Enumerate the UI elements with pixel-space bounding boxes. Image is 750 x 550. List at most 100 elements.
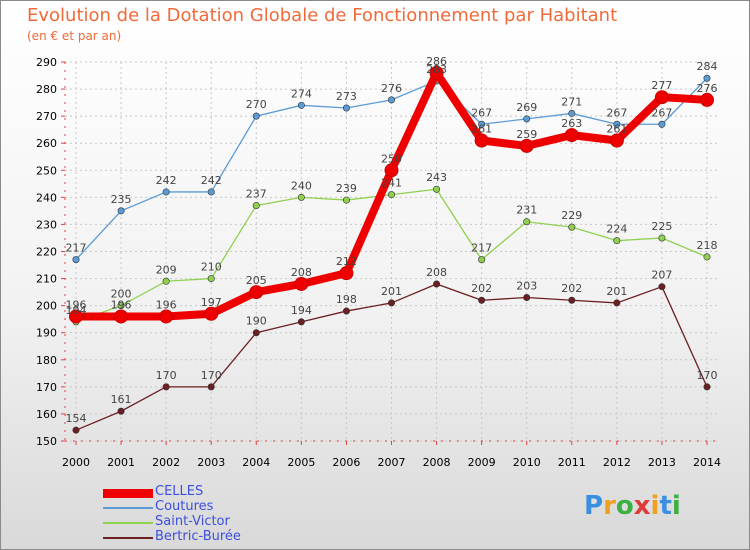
data-label: 207	[651, 269, 672, 282]
data-point	[613, 237, 621, 245]
data-point	[564, 128, 579, 143]
data-label: 269	[516, 101, 537, 114]
y-tick-label: 230	[36, 218, 57, 231]
data-label: 239	[336, 182, 357, 195]
data-label: 218	[697, 239, 718, 252]
y-tick-label: 270	[36, 110, 57, 123]
axes: 150 160 170 180 190 200 210 220 230 240 250 260 270 2…	[36, 56, 721, 469]
data-point	[568, 109, 576, 117]
data-point	[387, 299, 395, 307]
data-point	[478, 256, 486, 264]
data-point	[433, 280, 441, 288]
data-label: 277	[651, 79, 672, 92]
data-point	[252, 329, 260, 337]
y-tick-label: 250	[36, 164, 57, 177]
y-tick-label: 280	[36, 83, 57, 96]
data-label: 205	[246, 274, 267, 287]
data-point	[159, 309, 174, 324]
legend-label: Bertric-Burée	[155, 529, 241, 544]
y-tick-label: 190	[36, 327, 57, 340]
legend-swatch	[103, 522, 153, 524]
data-point	[478, 120, 486, 128]
data-label: 276	[381, 82, 402, 95]
y-tick-label: 240	[36, 191, 57, 204]
data-label: 161	[111, 393, 132, 406]
chart-subtitle: (en € et par an)	[27, 29, 122, 43]
data-label: 267	[651, 106, 672, 119]
data-label: 261	[606, 123, 627, 136]
y-tick-label: 200	[36, 300, 57, 313]
y-tick-label: 260	[36, 137, 57, 150]
data-point	[297, 101, 305, 109]
legend-swatch	[103, 537, 153, 539]
legend-label: Saint-Victor	[155, 514, 230, 529]
data-point	[523, 218, 531, 226]
data-point	[433, 185, 441, 193]
data-label: 202	[471, 282, 492, 295]
data-label: 194	[291, 304, 312, 317]
x-tick-label: 2010	[513, 456, 541, 469]
data-point	[207, 383, 215, 391]
data-point	[72, 426, 80, 434]
chart-title: Evolution de la Dotation Globale de Fonc…	[27, 5, 618, 26]
x-tick-label: 2004	[242, 456, 270, 469]
x-tick-label: 2000	[62, 456, 90, 469]
data-point	[342, 307, 350, 315]
x-tick-label: 2008	[423, 456, 451, 469]
data-label: 235	[111, 193, 132, 206]
data-point	[568, 223, 576, 231]
data-point	[72, 256, 80, 264]
data-label: 274	[291, 87, 312, 100]
data-label: 154	[66, 412, 87, 425]
data-point	[252, 112, 260, 120]
data-point	[703, 383, 711, 391]
logo-letter: P	[584, 491, 604, 521]
data-label: 237	[246, 187, 267, 200]
data-label: 190	[246, 315, 267, 328]
x-tick-label: 2002	[152, 456, 180, 469]
data-label: 267	[606, 106, 627, 119]
data-labels: 154 161 170 170 190 194 198 201 208 202 203 202 201 2…	[66, 55, 718, 425]
data-point	[519, 138, 534, 153]
data-label: 217	[66, 242, 87, 255]
data-label: 170	[697, 369, 718, 382]
data-point	[207, 188, 215, 196]
data-point	[339, 266, 354, 281]
data-point	[703, 74, 711, 82]
y-tick-label: 170	[36, 381, 57, 394]
data-point	[117, 207, 125, 215]
logo-letter: i	[671, 491, 681, 521]
data-label: 197	[201, 296, 222, 309]
data-point	[658, 283, 666, 291]
legend-swatch	[103, 488, 153, 498]
series-layer	[69, 65, 714, 434]
legend-label: CELLES	[155, 484, 204, 499]
x-tick-label: 2005	[287, 456, 315, 469]
data-label: 203	[516, 280, 537, 293]
y-tick-label: 150	[36, 435, 57, 448]
data-label: 273	[336, 90, 357, 103]
data-point	[342, 196, 350, 204]
data-point	[204, 306, 219, 321]
data-point	[613, 120, 621, 128]
data-point	[207, 275, 215, 283]
data-point	[478, 296, 486, 304]
data-point	[429, 65, 444, 80]
x-tick-label: 2012	[603, 456, 631, 469]
data-label: 242	[156, 174, 177, 187]
data-label: 263	[561, 117, 582, 130]
y-tick-label: 160	[36, 408, 57, 421]
data-label: 170	[156, 369, 177, 382]
data-point	[117, 302, 125, 310]
data-point	[342, 104, 350, 112]
x-tick-label: 2013	[648, 456, 676, 469]
data-point	[162, 277, 170, 285]
data-point	[114, 309, 129, 324]
data-point	[613, 299, 621, 307]
data-label: 209	[156, 263, 177, 276]
legend-label: Coutures	[155, 499, 214, 514]
data-label: 224	[606, 223, 627, 236]
data-label: 261	[471, 123, 492, 136]
data-point	[294, 276, 309, 291]
